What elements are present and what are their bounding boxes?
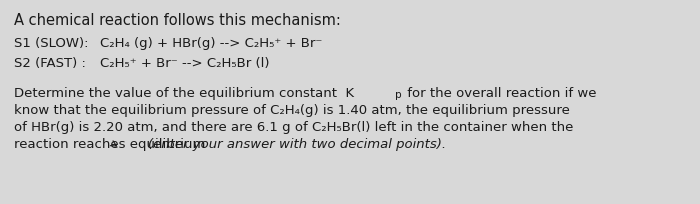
Text: A chemical reaction follows this mechanism:: A chemical reaction follows this mechani… [14, 13, 341, 28]
Text: S1 (SLOW):: S1 (SLOW): [14, 37, 101, 50]
Text: S2 (FAST) :: S2 (FAST) : [14, 57, 94, 70]
Text: know that the equilibrium pressure of C₂H₄(g) is 1.40 atm, the equilibrium press: know that the equilibrium pressure of C₂… [14, 103, 570, 116]
Text: of HBr(g) is 2.20 atm, and there are 6.1 g of C₂H₅Br(l) left in the container wh: of HBr(g) is 2.20 atm, and there are 6.1… [14, 120, 573, 133]
Text: reaction reaches equilibrium: reaction reaches equilibrium [14, 137, 209, 150]
Text: C₂H₅⁺ + Br⁻ --> C₂H₅Br (l): C₂H₅⁺ + Br⁻ --> C₂H₅Br (l) [100, 57, 270, 70]
Text: for the overall reaction if we: for the overall reaction if we [403, 86, 596, 100]
Text: (enter your answer with two decimal points).: (enter your answer with two decimal poin… [148, 137, 446, 150]
Text: p: p [395, 90, 402, 100]
Text: Determine the value of the equilibrium constant  K: Determine the value of the equilibrium c… [14, 86, 354, 100]
Text: C₂H₄ (g) + HBr(g) --> C₂H₅⁺ + Br⁻: C₂H₄ (g) + HBr(g) --> C₂H₅⁺ + Br⁻ [100, 37, 323, 50]
